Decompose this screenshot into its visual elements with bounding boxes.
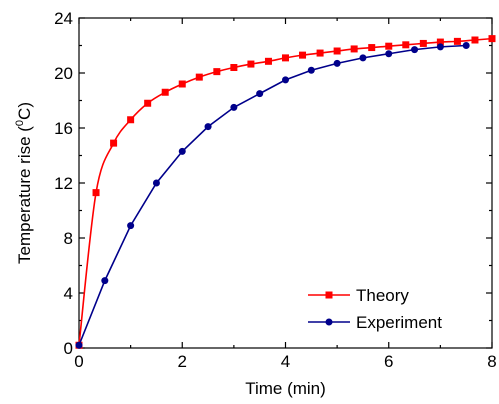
y-axis-title-prefix: Temperature rise ( bbox=[15, 126, 34, 264]
y-tick-label: 0 bbox=[64, 339, 73, 358]
data-point-experiment bbox=[307, 66, 315, 74]
data-point-experiment bbox=[436, 43, 444, 51]
y-tick-label: 8 bbox=[64, 229, 73, 248]
data-point-theory bbox=[213, 68, 221, 76]
legend: Theory Experiment bbox=[308, 286, 442, 332]
data-point-theory bbox=[127, 116, 135, 124]
series-layer bbox=[75, 35, 496, 349]
x-axis-title: Time (min) bbox=[245, 379, 326, 398]
data-point-experiment bbox=[101, 277, 109, 285]
data-point-theory bbox=[247, 60, 255, 68]
data-point-experiment bbox=[359, 54, 367, 62]
y-axis-title-superscript: 0 bbox=[14, 120, 26, 126]
data-point-experiment bbox=[256, 90, 264, 98]
plot-frame bbox=[78, 17, 493, 349]
y-tick-label: 24 bbox=[54, 9, 73, 28]
y-tick-label: 16 bbox=[54, 119, 73, 138]
data-point-experiment bbox=[282, 76, 289, 84]
data-point-experiment bbox=[462, 42, 470, 49]
data-point-theory bbox=[316, 49, 324, 57]
data-point-theory bbox=[350, 45, 358, 53]
data-point-experiment bbox=[178, 147, 186, 155]
x-tick-label: 2 bbox=[178, 352, 187, 371]
legend-marker-experiment bbox=[325, 318, 333, 326]
data-point-theory bbox=[264, 57, 272, 65]
data-point-theory bbox=[453, 37, 461, 45]
y-tick-label: 12 bbox=[54, 174, 73, 193]
data-point-experiment bbox=[204, 123, 212, 131]
data-point-theory bbox=[161, 88, 169, 96]
data-point-theory bbox=[385, 42, 393, 50]
data-point-theory bbox=[299, 51, 307, 59]
series-line-theory bbox=[78, 37, 493, 346]
data-point-theory bbox=[488, 35, 496, 43]
y-tick-label: 4 bbox=[64, 284, 73, 303]
legend-label-theory: Theory bbox=[356, 286, 409, 305]
data-point-theory bbox=[282, 54, 289, 62]
data-point-experiment bbox=[152, 179, 160, 187]
data-point-theory bbox=[419, 39, 427, 47]
data-point-theory bbox=[368, 44, 376, 52]
y-tick-label: 20 bbox=[54, 64, 73, 83]
legend-marker-theory bbox=[325, 291, 333, 299]
data-point-theory bbox=[195, 73, 203, 81]
series-experiment bbox=[75, 42, 470, 349]
data-point-theory bbox=[110, 139, 118, 147]
x-tick-label: 6 bbox=[384, 352, 393, 371]
data-point-experiment bbox=[127, 222, 135, 230]
data-point-experiment bbox=[411, 46, 419, 54]
series-line-experiment bbox=[78, 44, 467, 346]
legend-label-experiment: Experiment bbox=[356, 313, 442, 332]
data-point-theory bbox=[436, 38, 444, 46]
y-axis-title-suffix: C) bbox=[15, 102, 34, 120]
x-tick-label: 0 bbox=[74, 352, 83, 371]
series-theory bbox=[75, 35, 496, 349]
data-point-theory bbox=[402, 41, 410, 49]
data-point-theory bbox=[92, 189, 100, 197]
data-point-theory bbox=[144, 99, 152, 107]
data-point-theory bbox=[471, 36, 479, 44]
data-point-experiment bbox=[333, 59, 341, 67]
data-point-experiment bbox=[75, 341, 83, 349]
data-point-theory bbox=[333, 47, 341, 55]
x-tick-label: 8 bbox=[487, 352, 496, 371]
y-axis-title: Temperature rise (0C) bbox=[14, 102, 34, 264]
data-point-theory bbox=[178, 80, 186, 88]
data-point-experiment bbox=[385, 50, 393, 58]
data-point-experiment bbox=[230, 103, 238, 111]
x-tick-label: 4 bbox=[281, 352, 290, 371]
data-point-theory bbox=[230, 64, 238, 71]
